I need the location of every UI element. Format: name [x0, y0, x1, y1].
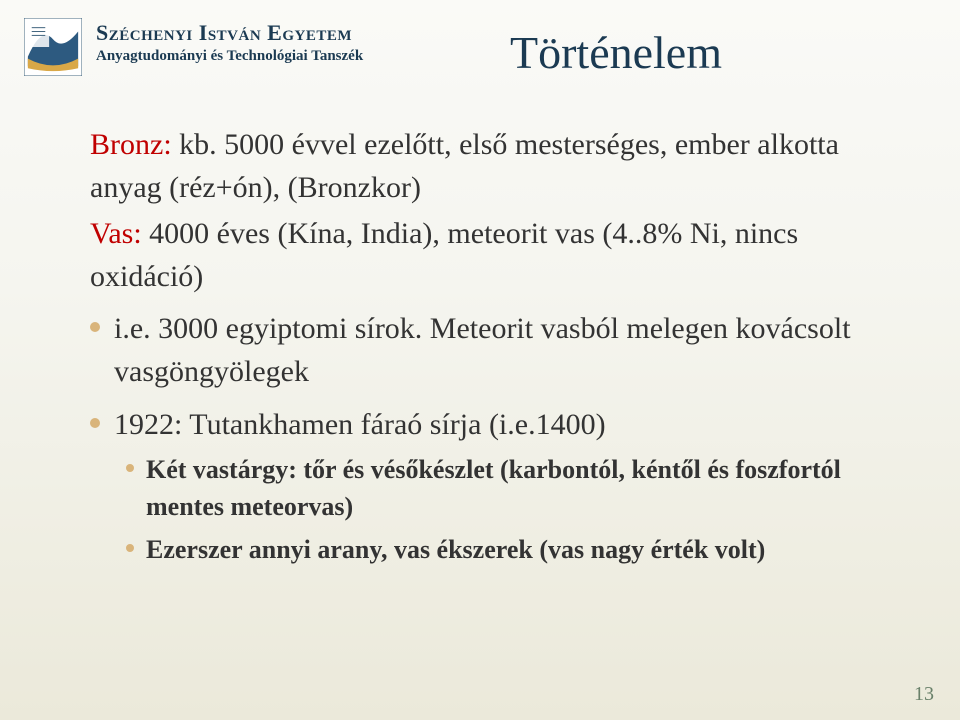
slide-title: Történelem — [510, 26, 722, 79]
sub-bullet-item: Két vastárgy: tőr és vésőkészlet (karbon… — [90, 452, 906, 526]
bullet-text-1: i.e. 3000 egyiptomi sírok. Meteorit vasb… — [114, 308, 906, 393]
paragraph-iron: Vas: 4000 éves (Kína, India), meteorit v… — [90, 213, 906, 298]
university-name: Széchenyi István Egyetem — [96, 20, 363, 46]
paragraph-bronze: Bronz: kb. 5000 évvel ezelőtt, első mest… — [90, 124, 906, 209]
bullet-icon — [90, 418, 100, 428]
bullet-item: 1922: Tutankhamen fáraó sírja (i.e.1400) — [90, 404, 906, 447]
iron-text: 4000 éves (Kína, India), meteorit vas (4… — [90, 217, 798, 293]
university-logo — [24, 18, 82, 76]
header-text-block: Széchenyi István Egyetem Anyagtudományi … — [96, 18, 363, 65]
page-number: 13 — [914, 683, 934, 706]
bullet-text-2: 1922: Tutankhamen fáraó sírja (i.e.1400) — [114, 404, 606, 447]
bullet-icon — [126, 544, 134, 552]
slide-content: Bronz: kb. 5000 évvel ezelőtt, első mest… — [0, 76, 960, 569]
sub-bullet-text-1: Két vastárgy: tőr és vésőkészlet (karbon… — [146, 452, 906, 526]
bronze-text: kb. 5000 évvel ezelőtt, első mesterséges… — [90, 128, 839, 204]
iron-label: Vas: — [90, 217, 149, 250]
department-name: Anyagtudományi és Technológiai Tanszék — [96, 48, 363, 65]
bullet-item: i.e. 3000 egyiptomi sírok. Meteorit vasb… — [90, 308, 906, 393]
slide-header: Széchenyi István Egyetem Anyagtudományi … — [0, 0, 960, 76]
sub-bullet-text-2: Ezerszer annyi arany, vas ékszerek (vas … — [146, 532, 765, 569]
sub-bullet-item: Ezerszer annyi arany, vas ékszerek (vas … — [90, 532, 906, 569]
bronze-label: Bronz: — [90, 128, 179, 161]
bullet-icon — [126, 464, 134, 472]
bullet-icon — [90, 322, 100, 332]
